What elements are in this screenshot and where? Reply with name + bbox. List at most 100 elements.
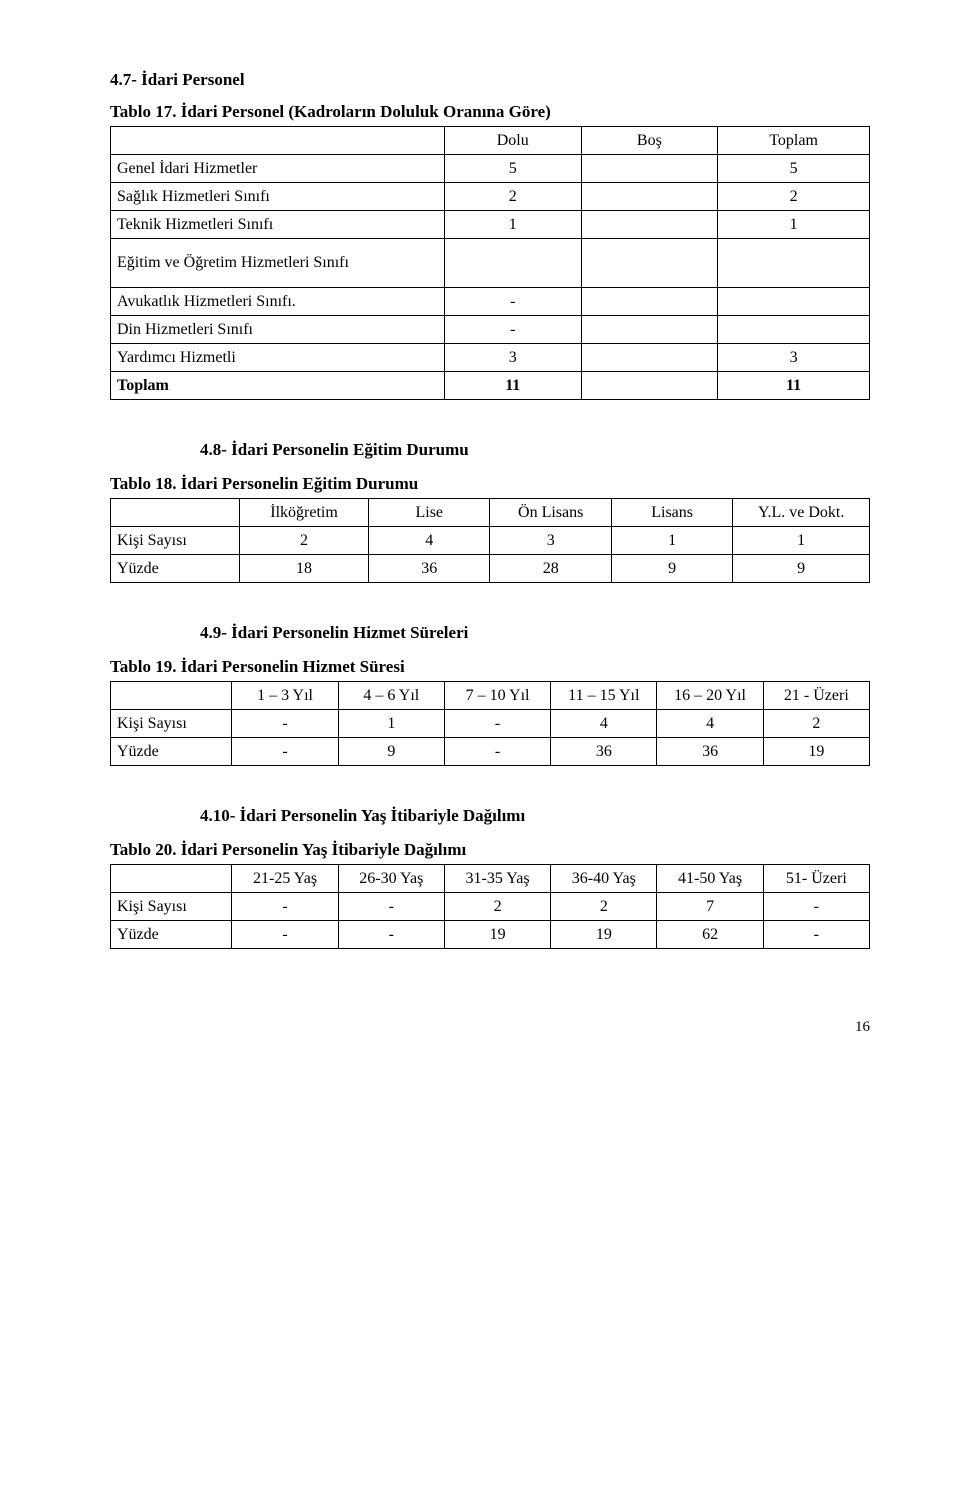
page-number: 16 <box>110 1019 870 1036</box>
header: Lise <box>369 499 490 527</box>
header: 7 – 10 Yıl <box>444 682 550 710</box>
table-title-18: Tablo 18. İdari Personelin Eğitim Durumu <box>110 474 870 494</box>
table-19: 1 – 3 Yıl 4 – 6 Yıl 7 – 10 Yıl 11 – 15 Y… <box>110 681 870 766</box>
cell: - <box>763 893 869 921</box>
cell: - <box>232 893 338 921</box>
cell: 2 <box>444 893 550 921</box>
cell: 11 <box>444 372 581 400</box>
cell-blank <box>111 865 232 893</box>
row-label: Yüzde <box>111 555 240 583</box>
header: Ön Lisans <box>490 499 611 527</box>
row-label: Teknik Hizmetleri Sınıfı <box>111 211 445 239</box>
header: 36-40 Yaş <box>551 865 657 893</box>
row-label: Yüzde <box>111 738 232 766</box>
cell: 3 <box>718 344 870 372</box>
cell <box>444 239 581 288</box>
cell: 2 <box>240 527 369 555</box>
header-dolu: Dolu <box>444 127 581 155</box>
cell: 28 <box>490 555 611 583</box>
table-title-17: Tablo 17. İdari Personel (Kadroların Dol… <box>110 102 870 122</box>
row-label: Yardımcı Hizmetli <box>111 344 445 372</box>
header: Y.L. ve Dokt. <box>733 499 870 527</box>
cell: 36 <box>551 738 657 766</box>
header: 31-35 Yaş <box>444 865 550 893</box>
table-17: Dolu Boş Toplam Genel İdari Hizmetler55 … <box>110 126 870 400</box>
row-label: Genel İdari Hizmetler <box>111 155 445 183</box>
header-bos: Boş <box>581 127 718 155</box>
header: 41-50 Yaş <box>657 865 763 893</box>
cell: 2 <box>763 710 869 738</box>
header: 21-25 Yaş <box>232 865 338 893</box>
cell: 4 <box>369 527 490 555</box>
cell: 2 <box>551 893 657 921</box>
table-title-19: Tablo 19. İdari Personelin Hizmet Süresi <box>110 657 870 677</box>
cell <box>581 316 718 344</box>
cell <box>581 183 718 211</box>
cell: 9 <box>611 555 732 583</box>
header: İlköğretim <box>240 499 369 527</box>
header: 16 – 20 Yıl <box>657 682 763 710</box>
cell: 18 <box>240 555 369 583</box>
cell: 19 <box>444 921 550 949</box>
cell <box>581 211 718 239</box>
row-label: Yüzde <box>111 921 232 949</box>
cell: 5 <box>444 155 581 183</box>
header: 51- Üzeri <box>763 865 869 893</box>
cell-blank <box>111 682 232 710</box>
section-heading-48: 4.8- İdari Personelin Eğitim Durumu <box>200 440 870 460</box>
cell: 2 <box>718 183 870 211</box>
table-20: 21-25 Yaş 26-30 Yaş 31-35 Yaş 36-40 Yaş … <box>110 864 870 949</box>
cell: - <box>444 738 550 766</box>
row-label: Kişi Sayısı <box>111 710 232 738</box>
row-label: Eğitim ve Öğretim Hizmetleri Sınıfı <box>111 239 445 288</box>
cell: 9 <box>338 738 444 766</box>
row-label: Kişi Sayısı <box>111 527 240 555</box>
section-heading-47: 4.7- İdari Personel <box>110 70 870 90</box>
cell: 3 <box>444 344 581 372</box>
row-label: Kişi Sayısı <box>111 893 232 921</box>
cell: - <box>338 893 444 921</box>
cell: 4 <box>551 710 657 738</box>
cell: - <box>232 921 338 949</box>
cell: 2 <box>444 183 581 211</box>
cell <box>581 239 718 288</box>
header: 11 – 15 Yıl <box>551 682 657 710</box>
cell <box>718 288 870 316</box>
cell: - <box>444 288 581 316</box>
cell: 9 <box>733 555 870 583</box>
cell: - <box>232 738 338 766</box>
cell: - <box>763 921 869 949</box>
header: Lisans <box>611 499 732 527</box>
cell <box>581 155 718 183</box>
cell: 62 <box>657 921 763 949</box>
cell: 1 <box>338 710 444 738</box>
table-18: İlköğretim Lise Ön Lisans Lisans Y.L. ve… <box>110 498 870 583</box>
cell: 1 <box>611 527 732 555</box>
cell: 19 <box>551 921 657 949</box>
cell: 19 <box>763 738 869 766</box>
row-label: Sağlık Hizmetleri Sınıfı <box>111 183 445 211</box>
cell: 3 <box>490 527 611 555</box>
header: 26-30 Yaş <box>338 865 444 893</box>
cell <box>718 239 870 288</box>
cell-blank <box>111 127 445 155</box>
cell <box>581 288 718 316</box>
cell: 5 <box>718 155 870 183</box>
cell: - <box>444 316 581 344</box>
row-label-total: Toplam <box>111 372 445 400</box>
header-toplam: Toplam <box>718 127 870 155</box>
header: 1 – 3 Yıl <box>232 682 338 710</box>
cell: - <box>338 921 444 949</box>
row-label: Din Hizmetleri Sınıfı <box>111 316 445 344</box>
cell: 4 <box>657 710 763 738</box>
row-label: Avukatlık Hizmetleri Sınıfı. <box>111 288 445 316</box>
cell: 7 <box>657 893 763 921</box>
cell: 36 <box>657 738 763 766</box>
cell: 11 <box>718 372 870 400</box>
section-heading-410: 4.10- İdari Personelin Yaş İtibariyle Da… <box>200 806 870 826</box>
cell: 1 <box>718 211 870 239</box>
cell: 1 <box>733 527 870 555</box>
header: 4 – 6 Yıl <box>338 682 444 710</box>
cell-blank <box>111 499 240 527</box>
cell: 36 <box>369 555 490 583</box>
